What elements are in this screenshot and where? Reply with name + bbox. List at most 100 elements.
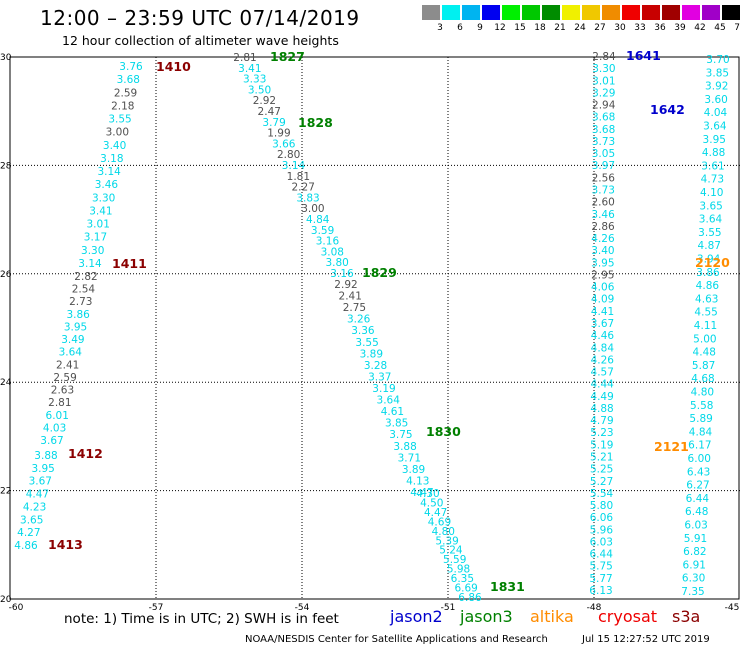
pass-label: 1828 (298, 115, 333, 130)
wave-height-value: 4.63 (695, 293, 718, 305)
wave-height-value: 3.01 (87, 219, 110, 231)
wave-height-value: 6.69 (454, 583, 477, 595)
colorbar-tick-label: 18 (534, 23, 546, 33)
wave-height-value: 3.88 (393, 441, 416, 453)
wave-height-value: 5.75 (589, 561, 612, 573)
wave-height-value: 3.64 (59, 347, 83, 359)
wave-height-value: 3.94 (697, 254, 721, 266)
wave-height-value: 3.14 (97, 166, 121, 178)
wave-height-value: 2.84 (592, 51, 616, 63)
wave-height-value: 3.89 (360, 348, 383, 360)
wave-height-value: 2.54 (72, 284, 96, 296)
colorbar-tick-label: 21 (554, 23, 566, 33)
generation-timestamp: Jul 15 12:27:52 UTC 2019 (582, 634, 710, 645)
wave-height-value: 3.76 (119, 61, 143, 73)
wave-height-value: 5.19 (590, 439, 613, 451)
wave-height-value: 3.55 (108, 114, 131, 126)
wave-height-value: 3.55 (355, 337, 378, 349)
wave-height-value: 3.95 (591, 257, 614, 269)
wave-height-value: 3.80 (325, 257, 348, 269)
latitude-tick-label: 26 (0, 270, 12, 280)
wave-height-value: 4.50 (420, 497, 443, 509)
wave-height-value: 5.59 (443, 554, 466, 566)
pass-label: 1829 (362, 265, 397, 280)
colorbar-tick-label: 30 (614, 23, 626, 33)
colorbar-swatch (502, 5, 520, 20)
wave-height-value: 3.70 (706, 54, 729, 66)
wave-height-value: 4.84 (689, 426, 713, 438)
wave-height-value: 4.03 (43, 422, 66, 434)
wave-height-value: 2.41 (339, 291, 362, 303)
longitude-tick-label: -51 (441, 603, 456, 613)
colorbar-swatch (602, 5, 620, 20)
wave-height-value: 3.41 (89, 205, 112, 217)
wave-height-value: 3.36 (351, 325, 375, 337)
wave-height-value: 3.29 (592, 87, 615, 99)
latitude-tick-label: 22 (0, 487, 11, 497)
colorbar-tick-label: 39 (674, 23, 686, 33)
wave-height-value: 5.27 (590, 476, 613, 488)
longitude-tick-label: -54 (295, 603, 310, 613)
wave-height-value: 4.84 (306, 214, 330, 226)
wave-height-value: 3.16 (316, 236, 340, 248)
wave-height-value: 3.89 (402, 464, 425, 476)
wave-height-value: 4.79 (590, 415, 613, 427)
wave-height-value: 4.80 (432, 526, 455, 538)
wave-height-value: 3.40 (591, 245, 614, 257)
wave-height-value: 5.58 (690, 400, 713, 412)
wave-height-value: 6.43 (687, 466, 710, 478)
latitude-tick-label: 20 (0, 595, 12, 605)
wave-height-value: 2.47 (258, 106, 281, 118)
map-frame (9, 56, 740, 600)
pass-label: 1641 (626, 48, 661, 63)
wave-height-value: 6.30 (682, 573, 705, 585)
colorbar-swatch (622, 5, 640, 20)
wave-height-value: 6.82 (683, 546, 706, 558)
wave-height-value: 2.81 (48, 397, 71, 409)
colorbar-swatch (442, 5, 460, 20)
wave-height-value: 5.77 (589, 573, 612, 585)
wave-height-value: 4.55 (694, 307, 717, 319)
pass-label: 2120 (695, 255, 730, 270)
wave-height-value: 3.01 (592, 75, 615, 87)
wave-height-value: 3.85 (706, 67, 729, 79)
wave-height-value: 3.30 (81, 245, 104, 257)
wave-height-value: 2.41 (56, 359, 79, 371)
mission-legend-item: altika (530, 607, 574, 626)
wave-height-value: 3.64 (703, 121, 727, 133)
colorbar-swatch (702, 5, 720, 20)
latitude-tick-label: 24 (0, 378, 12, 388)
wave-height-value: 4.13 (406, 475, 429, 487)
wave-height-value: 3.95 (703, 134, 726, 146)
wave-height-value: 4.84 (591, 342, 615, 354)
wave-height-value: 3.95 (31, 463, 54, 475)
wave-height-value: 4.46 (591, 330, 615, 342)
wave-height-value: 3.30 (592, 63, 615, 75)
wave-height-value: 4.48 (693, 347, 716, 359)
colorbar-tick-label: 12 (494, 23, 506, 33)
wave-height-value: 3.50 (248, 84, 271, 96)
wave-height-value: 4.41 (591, 306, 614, 318)
colorbar-swatch (662, 5, 680, 20)
wave-height-value: 3.85 (385, 418, 408, 430)
wave-height-value: 3.14 (78, 258, 102, 270)
wave-height-value: 3.16 (330, 268, 354, 280)
wave-height-value: 3.68 (592, 124, 615, 136)
colorbar-swatch (542, 5, 560, 20)
wave-height-value: 3.49 (61, 334, 84, 346)
colorbar-tick-label: 33 (634, 23, 646, 33)
wave-height-value: 3.68 (592, 112, 615, 124)
wave-height-value: 3.61 (701, 160, 724, 172)
wave-height-value: 3.08 (321, 246, 344, 258)
wave-height-value: 2.59 (114, 87, 137, 99)
wave-height-value: 7.35 (681, 586, 704, 598)
wave-height-value: 5.98 (447, 564, 470, 576)
wave-height-value: 5.25 (590, 464, 613, 476)
wave-height-value: 3.00 (106, 127, 129, 139)
wave-height-value: 3.67 (591, 318, 614, 330)
wave-height-value: 3.83 (296, 192, 319, 204)
wave-height-value: 3.19 (372, 383, 395, 395)
pass-label: 2121 (654, 439, 689, 454)
wave-height-value: 4.11 (694, 320, 717, 332)
wave-height-value: 3.46 (591, 209, 615, 221)
